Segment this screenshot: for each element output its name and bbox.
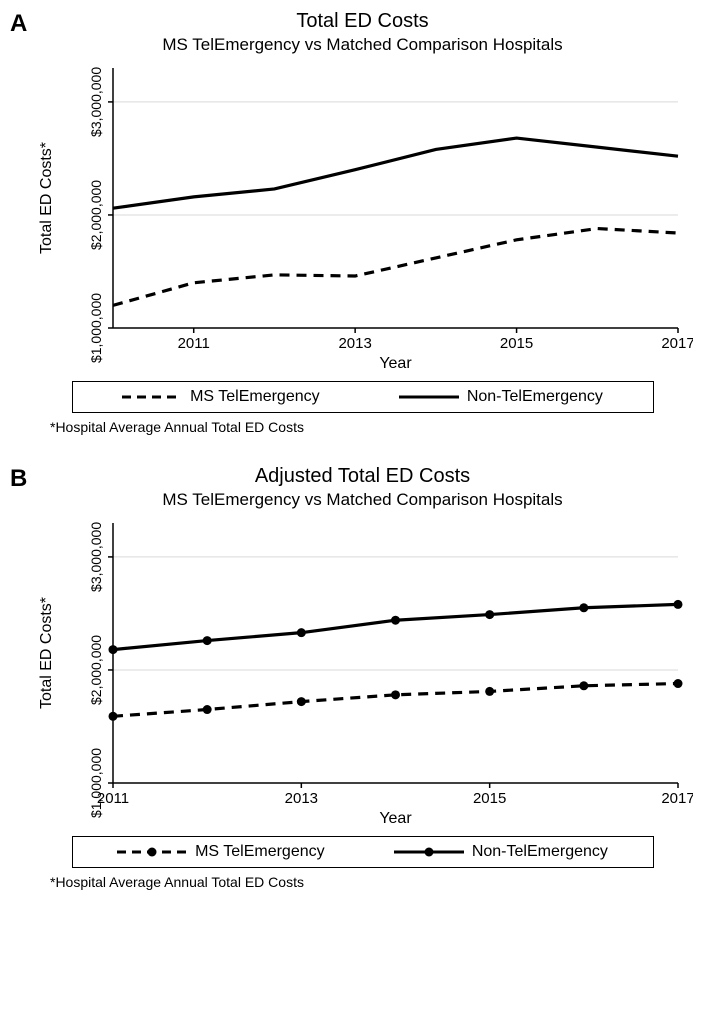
chart-a-wrap: Total ED Costs MS TelEmergency vs Matche… xyxy=(10,10,715,435)
svg-text:Year: Year xyxy=(379,355,412,372)
chart-a-subtitle: MS TelEmergency vs Matched Comparison Ho… xyxy=(10,35,715,55)
chart-b-svg: $1,000,000 $2,000,000 $3,000,000 2011 2013 20… xyxy=(33,518,693,828)
chart-b-legend: MS TelEmergency Non-TelEmergency xyxy=(72,836,654,868)
legend-b-item-1: Non-TelEmergency xyxy=(394,843,608,861)
svg-text:Total ED Costs*: Total ED Costs* xyxy=(38,597,55,709)
svg-text:$1,000,000: $1,000,000 xyxy=(88,293,104,363)
svg-text:$3,000,000: $3,000,000 xyxy=(88,522,104,592)
chart-a-footnote: *Hospital Average Annual Total ED Costs xyxy=(50,419,715,435)
svg-text:2011: 2011 xyxy=(177,335,209,352)
legend-b-label-0: MS TelEmergency xyxy=(195,843,325,861)
chart-a-titles: Total ED Costs MS TelEmergency vs Matche… xyxy=(10,10,715,55)
chart-a-legend: MS TelEmergency Non-TelEmergency xyxy=(72,381,654,413)
panel-b: B Adjusted Total ED Costs MS TelEmergenc… xyxy=(10,465,715,890)
legend-b-label-1: Non-TelEmergency xyxy=(472,843,608,861)
svg-text:2013: 2013 xyxy=(338,335,371,352)
chart-b-title: Adjusted Total ED Costs xyxy=(10,465,715,488)
chart-a-title: Total ED Costs xyxy=(10,10,715,33)
chart-b-subtitle: MS TelEmergency vs Matched Comparison Ho… xyxy=(10,490,715,510)
svg-text:Total ED Costs*: Total ED Costs* xyxy=(38,142,55,254)
svg-text:2015: 2015 xyxy=(472,790,505,807)
panel-a: A Total ED Costs MS TelEmergency vs Matc… xyxy=(10,10,715,435)
legend-a-label-0: MS TelEmergency xyxy=(190,388,320,406)
legend-a-item-1: Non-TelEmergency xyxy=(399,388,603,406)
legend-b-item-0: MS TelEmergency xyxy=(117,843,325,861)
svg-text:$1,000,000: $1,000,000 xyxy=(88,748,104,818)
svg-text:2015: 2015 xyxy=(499,335,532,352)
svg-text:$2,000,000: $2,000,000 xyxy=(88,180,104,250)
svg-text:2011: 2011 xyxy=(96,790,128,807)
svg-text:$3,000,000: $3,000,000 xyxy=(88,67,104,137)
chart-b-titles: Adjusted Total ED Costs MS TelEmergency … xyxy=(10,465,715,510)
chart-b-footnote: *Hospital Average Annual Total ED Costs xyxy=(50,874,715,890)
svg-text:Year: Year xyxy=(379,810,412,827)
svg-text:2013: 2013 xyxy=(284,790,317,807)
svg-text:$2,000,000: $2,000,000 xyxy=(88,635,104,705)
chart-b-wrap: Adjusted Total ED Costs MS TelEmergency … xyxy=(10,465,715,890)
svg-text:2017: 2017 xyxy=(661,790,693,807)
legend-a-label-1: Non-TelEmergency xyxy=(467,388,603,406)
svg-text:2017: 2017 xyxy=(661,335,693,352)
chart-a-svg: $1,000,000 $2,000,000 $3,000,000 2011 2013 20… xyxy=(33,63,693,373)
legend-a-item-0: MS TelEmergency xyxy=(122,388,320,406)
